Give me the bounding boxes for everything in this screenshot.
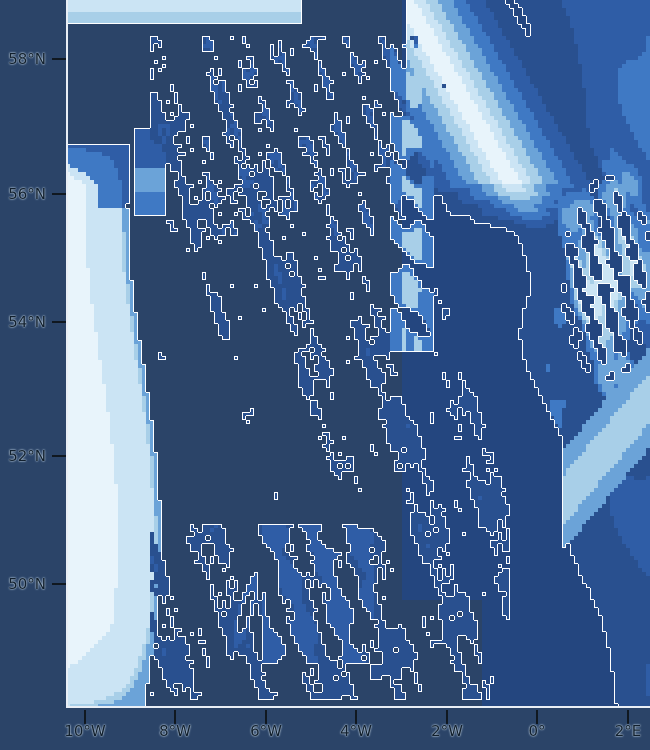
x-tick-0	[84, 710, 86, 724]
y-tick-label-0: 58°N	[8, 50, 46, 68]
y-tick-label-1: 56°N	[8, 185, 46, 203]
x-tick-2	[265, 710, 267, 724]
x-tick-label-0: 10°W	[64, 722, 106, 740]
x-tick-label-4: 2°W	[431, 722, 463, 740]
y-tick-label-4: 50°N	[8, 575, 46, 593]
y-tick-3	[52, 455, 66, 457]
y-tick-label-3: 52°N	[8, 447, 46, 465]
x-tick-label-6: 2°E	[614, 722, 642, 740]
x-tick-label-2: 6°W	[250, 722, 282, 740]
x-tick-1	[174, 710, 176, 724]
x-tick-3	[355, 710, 357, 724]
y-tick-2	[52, 321, 66, 323]
y-tick-0	[52, 58, 66, 60]
x-tick-6	[627, 710, 629, 724]
x-tick-label-1: 8°W	[159, 722, 191, 740]
map-plot-area[interactable]	[66, 0, 650, 708]
y-tick-4	[52, 583, 66, 585]
x-tick-label-3: 4°W	[340, 722, 372, 740]
x-tick-5	[536, 710, 538, 724]
y-tick-label-2: 54°N	[8, 313, 46, 331]
x-tick-label-5: 0°	[528, 722, 546, 740]
x-tick-4	[446, 710, 448, 724]
y-tick-1	[52, 193, 66, 195]
raster-map-canvas	[66, 0, 650, 708]
